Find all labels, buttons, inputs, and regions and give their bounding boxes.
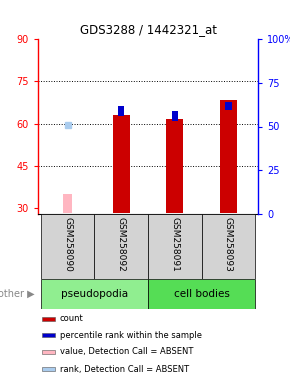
Bar [148,214,202,279]
Text: count: count [60,314,84,323]
Bar [63,194,72,213]
Bar [118,106,124,116]
Text: rank, Detection Call = ABSENT: rank, Detection Call = ABSENT [60,364,189,374]
Text: GSM258093: GSM258093 [224,217,233,272]
Bar [220,100,237,213]
Bar [42,350,55,354]
Bar [148,279,255,309]
Bar [225,102,232,110]
Bar [202,214,255,279]
Bar [94,214,148,279]
Bar [166,119,183,213]
Bar [42,317,55,321]
Text: value, Detection Call = ABSENT: value, Detection Call = ABSENT [60,347,193,356]
Bar [42,367,55,371]
Text: cell bodies: cell bodies [174,289,230,299]
Bar [41,279,148,309]
Text: percentile rank within the sample: percentile rank within the sample [60,331,202,340]
Bar [42,333,55,337]
Text: GSM258091: GSM258091 [170,217,179,272]
Bar [113,115,130,213]
Text: GSM258092: GSM258092 [117,217,126,272]
Title: GDS3288 / 1442321_at: GDS3288 / 1442321_at [79,23,217,36]
Text: pseudopodia: pseudopodia [61,289,128,299]
Bar [41,214,94,279]
Text: GSM258090: GSM258090 [63,217,72,272]
Bar [172,111,178,121]
Text: other ▶: other ▶ [0,289,35,299]
